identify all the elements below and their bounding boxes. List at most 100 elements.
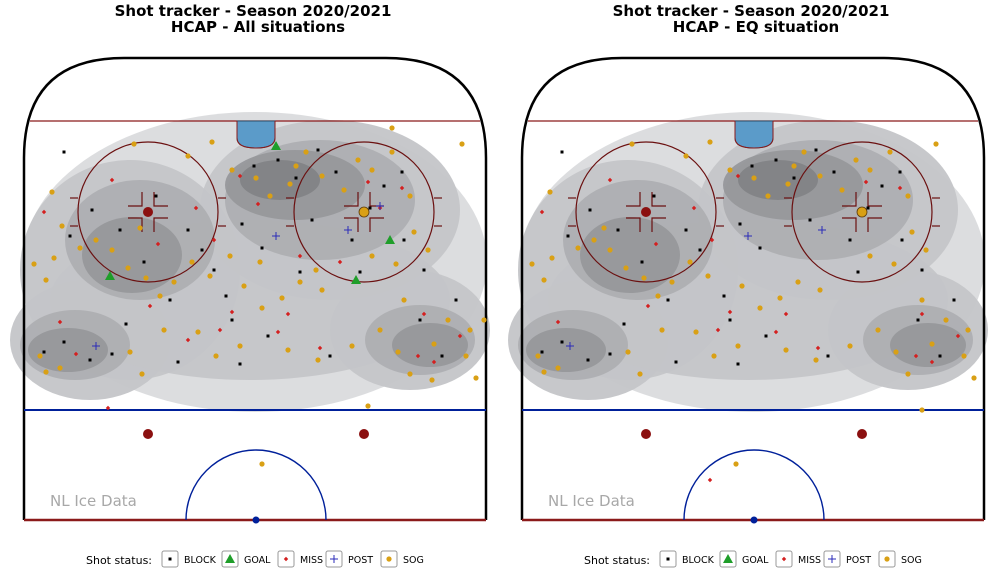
shot-sog-marker (707, 139, 713, 145)
shot-sog-marker (303, 149, 309, 155)
shot-block-marker (938, 354, 942, 358)
shot-block-marker (310, 218, 314, 222)
shot-block-marker (608, 352, 612, 356)
shot-block-marker (758, 246, 762, 250)
hash-marks (626, 217, 641, 232)
shot-block-marker (266, 334, 270, 338)
shot-block-marker (684, 228, 688, 232)
shot-miss-marker (109, 177, 115, 183)
shot-miss-marker (317, 345, 323, 351)
shot-block-marker (560, 150, 564, 154)
shot-block-marker (622, 322, 626, 326)
center-circle (683, 449, 825, 521)
shot-sog-marker (425, 247, 431, 253)
shot-block-marker (168, 298, 172, 302)
shot-sog-marker (909, 229, 915, 235)
shot-miss-marker (919, 311, 925, 317)
shot-sog-marker (395, 349, 401, 355)
shot-block-marker (276, 158, 280, 162)
shot-sog-marker (139, 371, 145, 377)
shot-block-marker (142, 260, 146, 264)
shot-goal-marker (723, 554, 733, 563)
density-region (580, 217, 680, 293)
shot-miss-marker (783, 311, 789, 317)
shot-miss-marker (155, 241, 161, 247)
shot-sog-marker (727, 167, 733, 173)
goal-crease (734, 120, 774, 149)
shot-sog-marker (867, 167, 873, 173)
shot-sog-marker (137, 225, 143, 231)
shot-miss-marker (913, 353, 919, 359)
shot-sog-marker (237, 343, 243, 349)
shot-block-marker (792, 176, 796, 180)
shot-block-marker (110, 352, 114, 356)
shot-sog-marker (629, 141, 635, 147)
legend-symbol (666, 557, 670, 561)
shot-block-marker (334, 170, 338, 174)
shot-sog-marker (905, 193, 911, 199)
shot-sog-marker (777, 295, 783, 301)
shot-sog-marker (459, 141, 465, 147)
shot-miss-marker (773, 329, 779, 335)
shot-miss-marker (283, 556, 289, 562)
legend-title: Shot status: (86, 554, 152, 567)
shot-sog-marker (287, 181, 293, 187)
shot-sog-marker (735, 343, 741, 349)
shot-block-marker (666, 557, 670, 561)
shot-sog-marker (157, 293, 163, 299)
shot-block-marker (118, 228, 122, 232)
shot-markers (31, 125, 487, 467)
shot-sog-marker (259, 461, 265, 467)
shot-miss-marker (193, 205, 199, 211)
shot-sog-marker (817, 287, 823, 293)
hash-marks (344, 192, 359, 207)
density-region (392, 323, 468, 367)
shot-block-marker (848, 238, 852, 242)
shot-block-marker (68, 234, 72, 238)
shot-sog-marker (313, 267, 319, 273)
shot-sog-marker (59, 223, 65, 229)
shot-block-marker (866, 206, 870, 210)
shot-block-marker (154, 194, 158, 198)
shot-miss-marker (431, 359, 437, 365)
shot-block-marker (616, 228, 620, 232)
shot-sog-marker (655, 293, 661, 299)
shot-block-marker (920, 268, 924, 272)
shot-sog-marker (241, 283, 247, 289)
shot-block-marker (698, 248, 702, 252)
shot-miss-marker (709, 237, 715, 243)
shot-block-marker (588, 208, 592, 212)
shot-block-marker (350, 238, 354, 242)
faceoff-dot (143, 207, 153, 217)
shot-sog-marker (693, 329, 699, 335)
shot-miss-marker (57, 319, 63, 325)
rink-chart-all-situations: Shot tracker - Season 2020/2021 HCAP - A… (10, 2, 490, 524)
neutral-zone-dot (641, 429, 651, 439)
shot-sog-marker (943, 317, 949, 323)
legend-symbol (330, 555, 338, 563)
shot-sog-marker (407, 371, 413, 377)
shot-sog-marker (401, 297, 407, 303)
shot-miss-marker (555, 319, 561, 325)
shot-sog-marker (791, 163, 797, 169)
shot-sog-marker (253, 175, 259, 181)
hash-marks (626, 192, 641, 207)
legend-symbol (283, 556, 289, 562)
legend-label: POST (846, 555, 871, 566)
shot-sog-marker (355, 157, 361, 163)
shot-sog-marker (919, 407, 925, 413)
shot-sog-marker (887, 149, 893, 155)
shot-sog-marker (733, 461, 739, 467)
shot-sog-marker (319, 287, 325, 293)
rink-boards (22, 56, 488, 520)
shot-sog-marker (795, 279, 801, 285)
shot-sog-marker (751, 175, 757, 181)
shot-sog-marker (429, 377, 435, 383)
crease-outline (734, 121, 774, 149)
shot-sog-marker (207, 273, 213, 279)
shot-block-marker (916, 318, 920, 322)
shot-miss-marker (727, 309, 733, 315)
shot-block-marker (540, 350, 544, 354)
shot-miss-marker (337, 259, 343, 265)
shot-sog-marker (358, 206, 370, 218)
